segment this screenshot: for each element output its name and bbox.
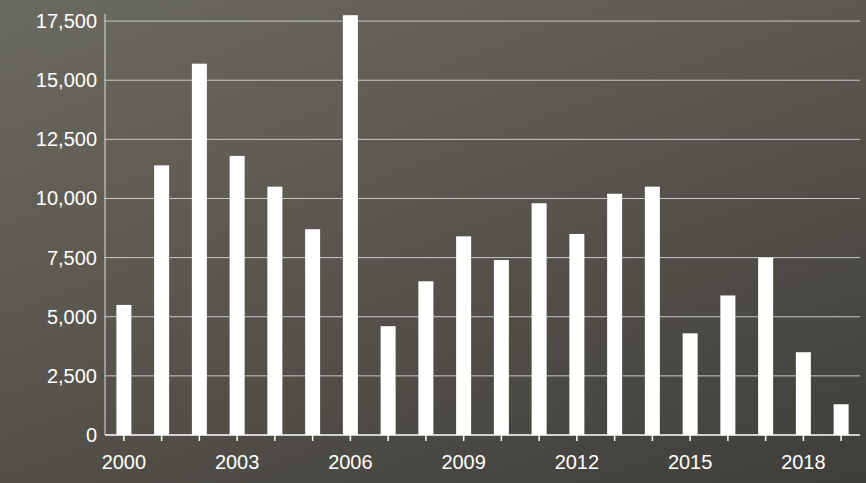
x-tick bbox=[727, 435, 729, 441]
bar bbox=[720, 295, 735, 435]
bar bbox=[758, 258, 773, 435]
page: {"chart_data": {"type": "bar", "categori… bbox=[0, 0, 866, 483]
y-tick-label: 2,500 bbox=[47, 365, 97, 387]
y-tick-label: 10,000 bbox=[36, 187, 97, 209]
y-axis-line bbox=[105, 14, 106, 435]
x-tick-label: 2015 bbox=[668, 451, 713, 473]
bar bbox=[343, 15, 358, 435]
x-tick bbox=[161, 435, 163, 441]
x-tick-label: 2012 bbox=[555, 451, 600, 473]
x-tick bbox=[350, 435, 352, 441]
x-tick bbox=[387, 435, 389, 441]
x-tick bbox=[123, 435, 125, 441]
x-tick bbox=[689, 435, 691, 441]
bar bbox=[532, 203, 547, 435]
bar bbox=[230, 156, 245, 435]
grid-line bbox=[105, 257, 860, 258]
bar bbox=[494, 260, 509, 435]
x-tick bbox=[614, 435, 616, 441]
y-tick-label: 5,000 bbox=[47, 306, 97, 328]
x-tick-label: 2000 bbox=[102, 451, 147, 473]
y-tick-label: 12,500 bbox=[36, 128, 97, 150]
x-tick bbox=[312, 435, 314, 441]
x-tick-label: 2003 bbox=[215, 451, 260, 473]
bar bbox=[456, 236, 471, 435]
bar bbox=[192, 64, 207, 435]
bar bbox=[154, 165, 169, 435]
chart: 0 2,500 5,000 7,500 10,000 12,500 15,000 17,500… bbox=[0, 0, 866, 483]
y-tick-label: 7,500 bbox=[47, 247, 97, 269]
grid-line bbox=[105, 316, 860, 317]
bar bbox=[381, 326, 396, 435]
grid-line bbox=[105, 21, 860, 22]
bar bbox=[645, 187, 660, 435]
x-tick bbox=[425, 435, 427, 441]
y-tick-label: 17,500 bbox=[36, 10, 97, 32]
bar bbox=[683, 333, 698, 435]
y-tick-label: 0 bbox=[86, 424, 97, 446]
bar bbox=[418, 281, 433, 435]
grid-line bbox=[105, 198, 860, 199]
x-tick bbox=[501, 435, 503, 441]
grid-line bbox=[105, 80, 860, 81]
x-tick bbox=[274, 435, 276, 441]
bar bbox=[305, 229, 320, 435]
grid-line bbox=[105, 375, 860, 376]
x-tick bbox=[463, 435, 465, 441]
x-tick bbox=[236, 435, 238, 441]
x-tick-label: 2006 bbox=[328, 451, 373, 473]
x-tick bbox=[652, 435, 654, 441]
bar bbox=[116, 305, 131, 435]
x-tick-label: 2018 bbox=[781, 451, 826, 473]
x-tick bbox=[840, 435, 842, 441]
bar bbox=[796, 352, 811, 435]
bar bbox=[569, 234, 584, 435]
x-tick bbox=[576, 435, 578, 441]
bar bbox=[267, 187, 282, 435]
bar bbox=[607, 194, 622, 435]
bar bbox=[834, 404, 849, 435]
x-axis-line bbox=[105, 434, 860, 436]
y-tick-label: 15,000 bbox=[36, 69, 97, 91]
x-tick bbox=[765, 435, 767, 441]
bars bbox=[116, 15, 848, 435]
x-tick-label: 2009 bbox=[441, 451, 486, 473]
x-tick bbox=[199, 435, 201, 441]
x-tick bbox=[803, 435, 805, 441]
grid-line bbox=[105, 139, 860, 140]
x-tick bbox=[538, 435, 540, 441]
